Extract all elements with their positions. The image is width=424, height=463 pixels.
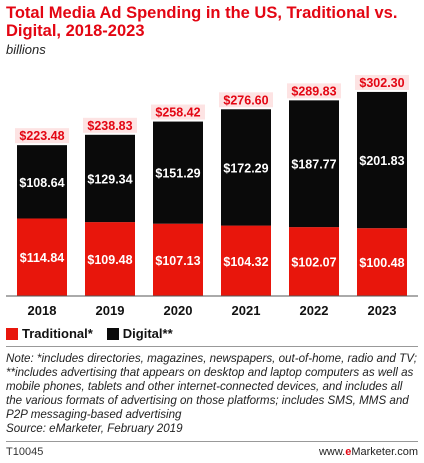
bar-traditional [221,225,271,296]
bar-digital [289,100,339,228]
value-label-digital: $187.77 [291,158,336,172]
value-label-traditional: $100.48 [359,256,404,270]
legend-label-digital: Digital** [122,326,173,341]
value-label-digital: $172.29 [223,161,268,175]
x-tick-label: 2020 [164,303,193,318]
chart-title: Total Media Ad Spending in the US, Tradi… [6,4,398,40]
bar-traditional [153,223,203,296]
value-label-digital: $108.64 [19,176,64,190]
total-label: $276.60 [223,93,268,107]
value-label-traditional: $104.32 [223,255,268,269]
bar-digital [85,134,135,223]
total-label-bg [15,128,69,144]
chart-legend: Traditional* Digital** [6,326,187,341]
bar-digital [221,109,271,226]
bar-digital [357,91,407,229]
total-label: $238.83 [87,119,132,133]
legend-swatch-digital [106,327,119,340]
value-label-digital: $151.29 [155,167,200,181]
total-label-bg [355,74,409,90]
legend-label-traditional: Traditional* [22,326,93,341]
chart-subtitle: billions [6,42,46,57]
bar-traditional [289,227,339,296]
chart-note: Note: *includes directories, magazines, … [6,352,420,436]
footer: T10045 www.eMarketer.com [6,446,418,458]
x-tick-label: 2023 [368,303,397,318]
x-tick-label: 2021 [232,303,261,318]
total-label: $223.48 [19,129,64,143]
bar-traditional [85,222,135,296]
bar-digital [17,145,67,219]
brand-url[interactable]: www.eMarketer.com [318,446,418,458]
legend-item-digital: Digital** [106,326,173,341]
x-tick-label: 2022 [300,303,329,318]
total-label: $258.42 [155,106,200,120]
bars-group: $114.84 $108.64 $223.48 $109.48 $129.34 $238.… [15,74,409,296]
stacked-bar-chart: $114.84 $108.64 $223.48 $109.48 $129.34 $238.… [6,74,418,318]
source-text: Source: eMarketer, February 2019 [6,422,183,435]
total-label: $289.83 [291,84,336,98]
legend-swatch-traditional [6,327,18,340]
value-label-digital: $129.34 [87,172,132,186]
total-label-bg [83,117,137,133]
value-label-traditional: $114.84 [20,251,65,265]
value-label-traditional: $109.48 [87,253,132,267]
total-label-bg [287,83,341,99]
note-text: Note: *includes directories, magazines, … [6,352,417,421]
x-tick-label: 2018 [28,303,57,318]
bar-traditional [17,218,67,296]
value-label-digital: $201.83 [359,154,404,168]
x-tick-labels: 2018 2019 2020 2021 2022 2023 [28,303,397,318]
value-label-traditional: $107.13 [155,254,200,268]
legend-item-traditional: Traditional* [6,326,93,341]
value-label-traditional: $102.07 [291,256,336,270]
chart-id: T10045 [6,446,44,458]
total-label: $302.30 [359,76,404,90]
note-divider [6,346,418,347]
bar-traditional [357,228,407,296]
x-tick-label: 2019 [96,303,125,318]
total-label-bg [219,92,273,108]
footer-divider [6,441,418,442]
total-label-bg [151,104,205,120]
bar-digital [153,121,203,224]
